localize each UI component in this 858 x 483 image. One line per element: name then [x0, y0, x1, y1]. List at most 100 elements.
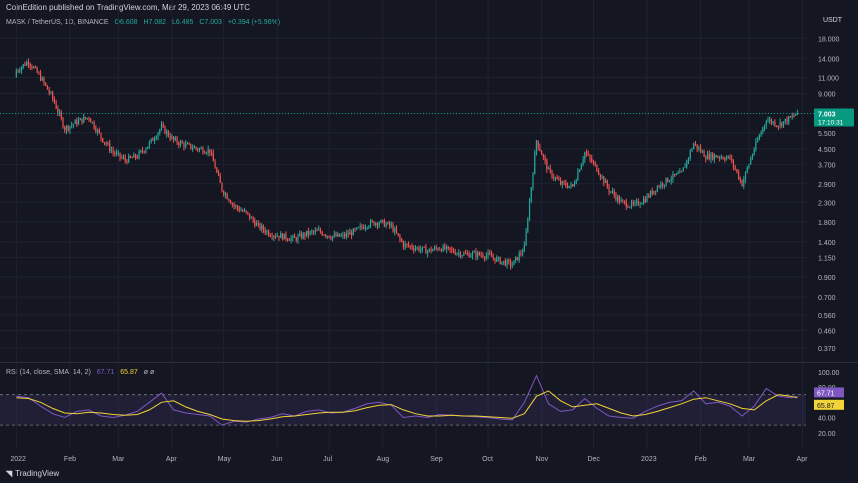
candle-body	[663, 184, 665, 186]
candle-body	[636, 201, 638, 203]
candle-body	[738, 172, 740, 179]
candle-body	[482, 255, 484, 258]
candle-body	[153, 138, 156, 141]
last-price-value: 7.003	[818, 112, 836, 119]
candle-body	[484, 257, 486, 259]
candle-body	[684, 166, 686, 168]
candle-body	[490, 254, 493, 257]
candle-body	[202, 148, 204, 153]
candle-body	[660, 183, 662, 188]
candle-body	[553, 177, 555, 179]
candle-body	[463, 253, 465, 256]
candle-body	[169, 136, 171, 139]
candle-body	[259, 223, 261, 230]
candle-body	[582, 159, 584, 165]
candle-body	[399, 235, 401, 239]
candle-body	[186, 143, 189, 145]
price-axis-label: 0.700	[818, 295, 836, 302]
candle-body	[731, 158, 733, 160]
time-axis-label: Apr	[797, 456, 809, 463]
candle-body	[309, 231, 311, 235]
candle-body	[302, 233, 304, 239]
candle-body	[527, 219, 529, 231]
candle-body	[269, 235, 271, 237]
candle-body	[326, 235, 328, 237]
tradingview-logo[interactable]: ◥ TradingView	[6, 469, 59, 478]
candle-body	[426, 251, 429, 254]
candle-body	[459, 252, 462, 257]
candle-body	[112, 150, 114, 153]
time-axis-label: Apr	[166, 456, 178, 463]
candle-body	[331, 236, 334, 239]
candle-body	[653, 190, 655, 195]
rsi-label[interactable]: RSI (14, close, SMA, 14, 2)	[6, 369, 91, 376]
candle-body	[53, 98, 55, 103]
candle-body	[729, 155, 731, 159]
candle-body	[167, 131, 170, 137]
candle-body	[674, 173, 676, 176]
candle-body	[274, 236, 277, 238]
candle-body	[596, 164, 598, 172]
candle-body	[506, 260, 508, 266]
candle-body	[264, 230, 266, 233]
symbol-name[interactable]: MASK / TetherUS, 1D, BINANCE	[6, 19, 109, 26]
candle-body	[26, 62, 28, 66]
candle-body	[591, 158, 593, 162]
candle-body	[762, 127, 764, 133]
candle-body	[699, 147, 702, 152]
candle-body	[680, 171, 683, 173]
candle-body	[219, 175, 221, 183]
candle-body	[238, 208, 240, 211]
candle-body	[192, 148, 194, 150]
candle-body	[401, 238, 403, 242]
candle-body	[344, 234, 346, 237]
candle-body	[516, 257, 519, 261]
countdown-timer: 17:10:31	[818, 120, 844, 127]
candle-body	[224, 193, 227, 195]
candle-body	[713, 155, 716, 160]
candle-body	[421, 246, 424, 250]
candle-body	[333, 234, 335, 237]
candle-body	[17, 70, 19, 72]
candle-body	[228, 199, 230, 202]
time-axis-label: Feb	[695, 456, 707, 463]
candle-body	[573, 183, 576, 187]
candle-body	[176, 138, 178, 143]
candle-body	[644, 199, 646, 202]
candle-body	[67, 126, 69, 130]
candle-body	[34, 67, 36, 69]
candle-body	[655, 190, 657, 192]
candle-body	[152, 138, 154, 141]
candle-body	[90, 118, 92, 123]
candle-body	[76, 120, 78, 125]
candle-body	[558, 179, 560, 181]
candle-body	[452, 249, 455, 253]
candle-body	[91, 122, 93, 124]
candle-body	[508, 260, 510, 262]
candle-body	[50, 92, 52, 94]
time-axis-label: Dec	[587, 456, 600, 463]
candle-body	[357, 227, 360, 229]
candle-body	[451, 249, 453, 251]
candle-body	[114, 152, 116, 155]
candle-body	[599, 174, 601, 178]
rsi-line	[16, 374, 798, 426]
candle-body	[499, 257, 501, 264]
candle-body	[88, 117, 90, 119]
candle-body	[698, 147, 700, 149]
candle-body	[779, 122, 781, 127]
candle-body	[603, 176, 605, 183]
candle-body	[641, 203, 643, 205]
candle-body	[373, 221, 375, 226]
candle-body	[739, 178, 741, 180]
candle-body	[767, 120, 769, 122]
candle-body	[314, 230, 316, 232]
candle-body	[172, 136, 175, 140]
candle-body	[148, 142, 151, 147]
candle-body	[777, 126, 779, 128]
time-axis-label: Mar	[112, 456, 125, 463]
candle-body	[461, 255, 463, 257]
candle-body	[77, 120, 80, 125]
candle-body	[397, 233, 399, 236]
